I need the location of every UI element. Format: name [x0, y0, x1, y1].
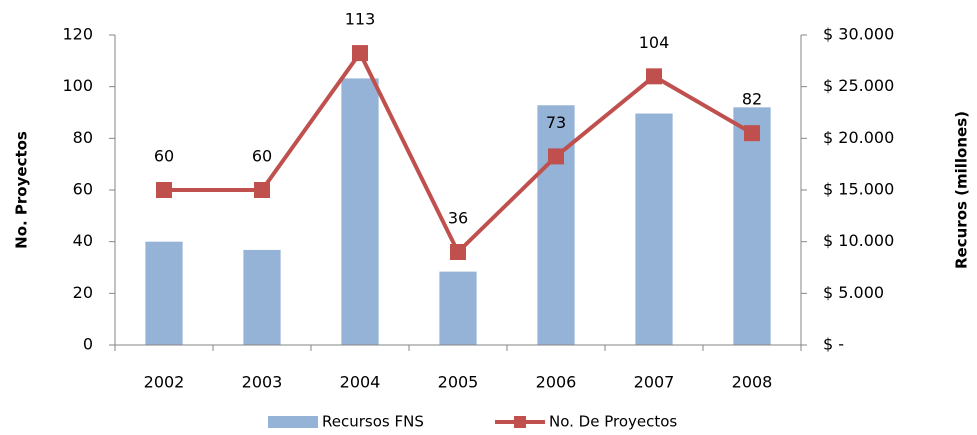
y2-tick-label: $ 15.000	[823, 180, 894, 199]
bar	[635, 113, 673, 346]
marker	[646, 68, 662, 85]
bar	[439, 271, 477, 345]
y-axis-label: No. Proyectos	[13, 131, 31, 249]
legend-swatch	[268, 416, 318, 428]
data-label: 104	[639, 33, 670, 52]
y2-axis-label: Recuros (millones)	[953, 111, 971, 269]
marker	[744, 125, 760, 142]
y2-tick-label: $ 10.000	[823, 231, 894, 250]
y-tick-label: 40	[73, 231, 93, 250]
data-label: 113	[345, 10, 376, 29]
y2-tick-label: $ 30.000	[823, 25, 894, 44]
y-tick-label: 0	[83, 335, 93, 354]
bar	[243, 249, 281, 345]
bar	[537, 105, 575, 346]
legend-swatch	[514, 416, 526, 428]
data-label: 73	[546, 113, 566, 132]
y-tick-label: 120	[62, 25, 93, 44]
x-tick-label: 2006	[536, 373, 577, 392]
marker	[548, 148, 564, 165]
x-tick-label: 2005	[438, 373, 479, 392]
x-tick-label: 2003	[242, 373, 283, 392]
data-label: 82	[742, 90, 762, 109]
data-label: 60	[154, 147, 174, 166]
y2-tick-label: $ -	[823, 335, 844, 354]
x-tick-label: 2007	[634, 373, 675, 392]
x-tick-label: 2004	[340, 373, 381, 392]
bar	[145, 241, 183, 345]
data-label: 60	[252, 147, 272, 166]
y-tick-label: 80	[73, 128, 93, 147]
marker	[450, 244, 466, 260]
x-tick-label: 2008	[732, 373, 773, 392]
bar	[733, 107, 771, 345]
legend-label: No. De Proyectos	[549, 413, 677, 431]
y2-tick-label: $ 25.000	[823, 76, 894, 95]
y-tick-label: 20	[73, 283, 93, 302]
bar	[341, 78, 379, 346]
data-label: 36	[448, 209, 468, 228]
y-tick-label: 60	[73, 180, 93, 199]
legend-label: Recursos FNS	[322, 413, 424, 431]
marker	[352, 45, 368, 62]
x-tick-label: 2002	[144, 373, 185, 392]
y2-tick-label: $ 5.000	[823, 283, 884, 302]
y-tick-label: 100	[62, 76, 93, 95]
y2-tick-label: $ 20.000	[823, 128, 894, 147]
marker	[254, 182, 270, 198]
marker	[156, 182, 172, 198]
